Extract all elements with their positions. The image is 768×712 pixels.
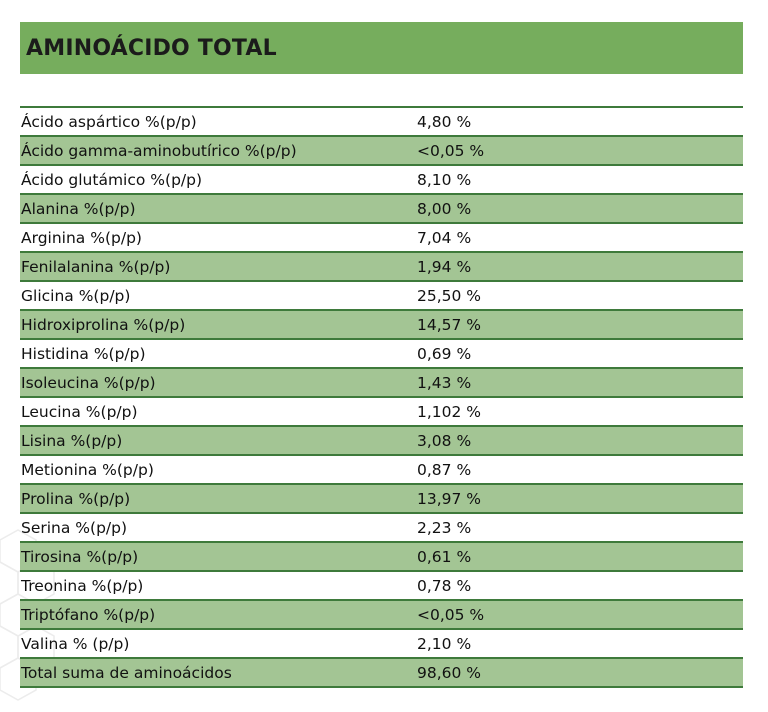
table-row: Serina %(p/p) 2,23 % bbox=[20, 514, 743, 543]
amino-acid-name: Arginina %(p/p) bbox=[21, 228, 142, 247]
amino-acid-value: 1,94 % bbox=[417, 257, 472, 276]
amino-acid-name: Fenilalanina %(p/p) bbox=[21, 257, 171, 276]
amino-acid-name: Ácido glutámico %(p/p) bbox=[21, 170, 203, 189]
amino-acid-value: 0,61 % bbox=[417, 547, 472, 566]
page-title: AMINOÁCIDO TOTAL bbox=[26, 35, 277, 61]
amino-acid-value: 2,10 % bbox=[417, 634, 472, 653]
amino-acid-value: 8,10 % bbox=[417, 170, 472, 189]
amino-acid-name: Alanina %(p/p) bbox=[21, 199, 136, 218]
table-row: Tirosina %(p/p) 0,61 % bbox=[20, 543, 743, 572]
table-row: Treonina %(p/p) 0,78 % bbox=[20, 572, 743, 601]
amino-acid-value: 8,00 % bbox=[417, 199, 472, 218]
table-row: Fenilalanina %(p/p) 1,94 % bbox=[20, 253, 743, 282]
table-row: Hidroxiprolina %(p/p) 14,57 % bbox=[20, 311, 743, 340]
amino-acid-name: Ácido aspártico %(p/p) bbox=[21, 112, 197, 131]
title-banner: AMINOÁCIDO TOTAL bbox=[20, 22, 743, 74]
amino-acid-name: Metionina %(p/p) bbox=[21, 460, 154, 479]
amino-acid-value: 3,08 % bbox=[417, 431, 472, 450]
table-row: Histidina %(p/p) 0,69 % bbox=[20, 340, 743, 369]
amino-acid-value: 13,97 % bbox=[417, 489, 482, 508]
amino-acid-value: 0,87 % bbox=[417, 460, 472, 479]
amino-acid-value: 1,43 % bbox=[417, 373, 472, 392]
amino-acid-value: 4,80 % bbox=[417, 112, 472, 131]
amino-acid-name: Lisina %(p/p) bbox=[21, 431, 123, 450]
table-row: Ácido aspártico %(p/p) 4,80 % bbox=[20, 108, 743, 137]
table-row: Leucina %(p/p) 1,102 % bbox=[20, 398, 743, 427]
amino-acid-name: Histidina %(p/p) bbox=[21, 344, 146, 363]
amino-acid-table: Ácido aspártico %(p/p) 4,80 % Ácido gamma-… bbox=[20, 106, 743, 688]
amino-acid-value: <0,05 % bbox=[417, 141, 485, 160]
table-row: Lisina %(p/p) 3,08 % bbox=[20, 427, 743, 456]
table-row: Metionina %(p/p) 0,87 % bbox=[20, 456, 743, 485]
amino-acid-name: Tirosina %(p/p) bbox=[21, 547, 139, 566]
amino-acid-name: Treonina %(p/p) bbox=[21, 576, 144, 595]
amino-acid-name: Triptófano %(p/p) bbox=[21, 605, 156, 624]
table-row: Alanina %(p/p) 8,00 % bbox=[20, 195, 743, 224]
amino-acid-value: 98,60 % bbox=[417, 663, 482, 682]
amino-acid-name: Leucina %(p/p) bbox=[21, 402, 138, 421]
amino-acid-name: Total suma de aminoácidos bbox=[21, 663, 232, 682]
amino-acid-name: Isoleucina %(p/p) bbox=[21, 373, 156, 392]
amino-acid-value: 25,50 % bbox=[417, 286, 482, 305]
amino-acid-name: Serina %(p/p) bbox=[21, 518, 128, 537]
amino-acid-name: Valina % (p/p) bbox=[21, 634, 130, 653]
amino-acid-value: 1,102 % bbox=[417, 402, 482, 421]
table-row: Triptófano %(p/p) <0,05 % bbox=[20, 601, 743, 630]
amino-acid-name: Ácido gamma-aminobutírico %(p/p) bbox=[21, 141, 297, 160]
table-row: Isoleucina %(p/p) 1,43 % bbox=[20, 369, 743, 398]
table-row: Total suma de aminoácidos 98,60 % bbox=[20, 659, 743, 688]
amino-acid-name: Glicina %(p/p) bbox=[21, 286, 131, 305]
table-row: Arginina %(p/p) 7,04 % bbox=[20, 224, 743, 253]
amino-acid-value: <0,05 % bbox=[417, 605, 485, 624]
amino-acid-name: Hidroxiprolina %(p/p) bbox=[21, 315, 186, 334]
amino-acid-value: 0,69 % bbox=[417, 344, 472, 363]
amino-acid-value: 7,04 % bbox=[417, 228, 472, 247]
amino-acid-value: 0,78 % bbox=[417, 576, 472, 595]
table-row: Glicina %(p/p) 25,50 % bbox=[20, 282, 743, 311]
amino-acid-name: Prolina %(p/p) bbox=[21, 489, 131, 508]
amino-acid-value: 14,57 % bbox=[417, 315, 482, 334]
table-row: Prolina %(p/p) 13,97 % bbox=[20, 485, 743, 514]
table-row: Valina % (p/p) 2,10 % bbox=[20, 630, 743, 659]
amino-acid-value: 2,23 % bbox=[417, 518, 472, 537]
table-row: Ácido glutámico %(p/p) 8,10 % bbox=[20, 166, 743, 195]
table-row: Ácido gamma-aminobutírico %(p/p) <0,05 % bbox=[20, 137, 743, 166]
